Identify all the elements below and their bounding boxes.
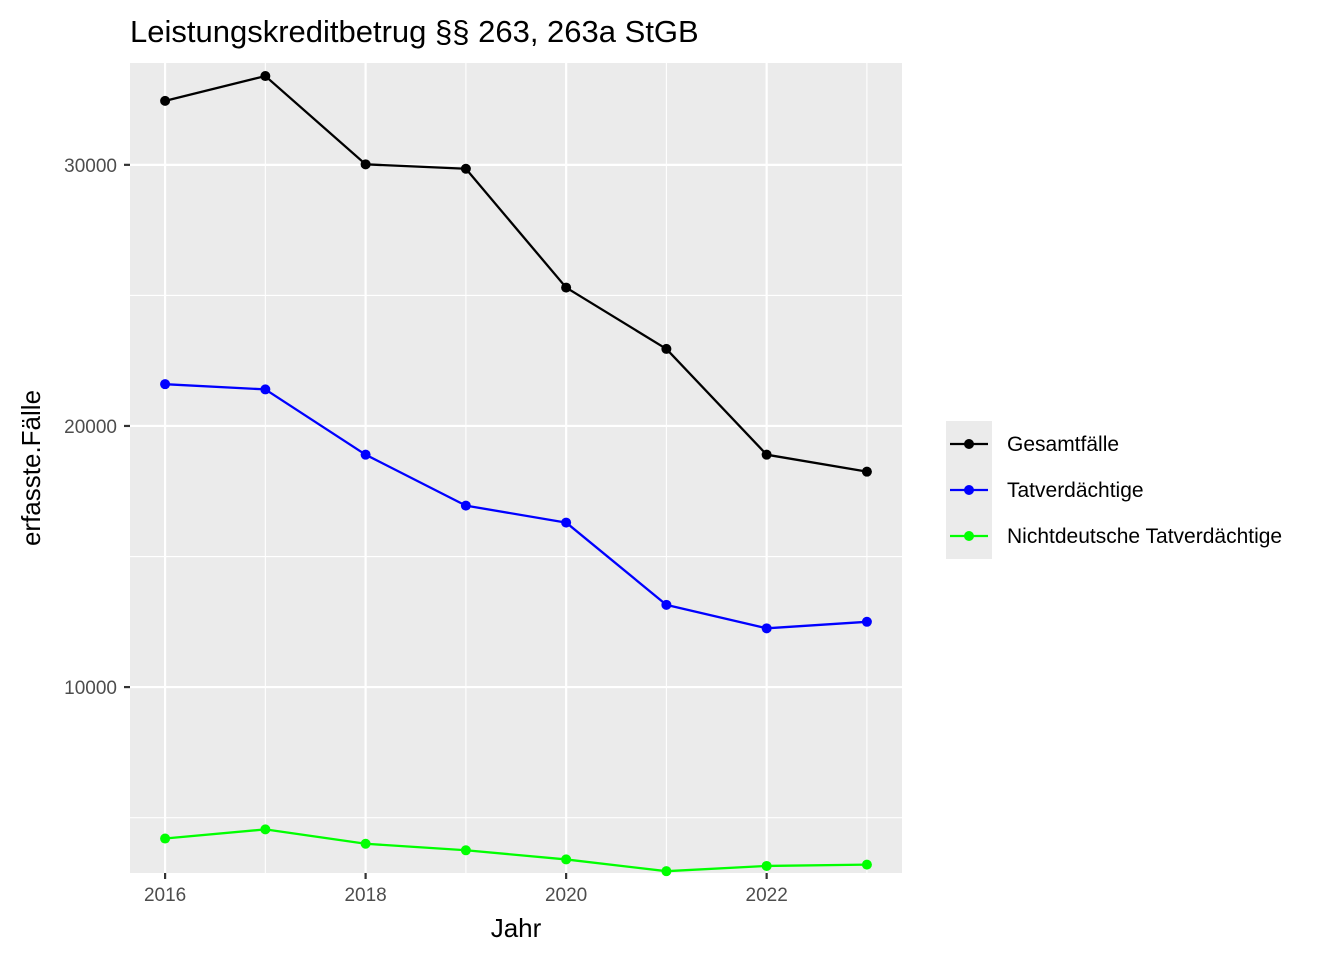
x-tick-label: 2022 <box>746 885 788 906</box>
legend: Gesamtfälle Tatverdächtige Nichtdeutsche T… <box>946 421 1282 559</box>
series-line <box>164 828 867 873</box>
data-point <box>260 71 271 82</box>
data-point <box>360 838 371 849</box>
x-axis: 2016 2018 2020 2022 <box>144 873 788 906</box>
series-line <box>165 383 867 630</box>
y-axis: 10000 20000 30000 <box>64 156 130 699</box>
y-tick-label: 20000 <box>64 417 117 438</box>
data-point <box>561 854 572 865</box>
data-point <box>260 384 271 395</box>
data-point <box>661 343 672 354</box>
grid-minor <box>130 63 902 873</box>
data-point <box>160 833 171 844</box>
x-tick-label: 2020 <box>545 885 587 906</box>
data-point <box>861 859 872 870</box>
series-layer <box>160 71 872 877</box>
y-tick-label: 10000 <box>64 678 117 699</box>
data-point <box>460 845 471 856</box>
data-point <box>761 860 772 871</box>
legend-item: Tatverdächtige <box>950 479 1144 502</box>
data-point <box>861 466 872 477</box>
series-2 <box>160 379 872 634</box>
legend-item: Gesamtfälle <box>950 433 1119 456</box>
grid-major <box>130 63 902 873</box>
series-1 <box>160 71 872 477</box>
data-point <box>360 449 371 460</box>
x-axis-title: Jahr <box>491 913 542 943</box>
data-point <box>661 866 672 877</box>
data-point <box>460 500 471 511</box>
data-point <box>761 623 772 634</box>
data-point <box>360 159 371 170</box>
plot-panel <box>130 63 902 873</box>
data-point <box>661 599 672 610</box>
data-point <box>160 379 171 390</box>
data-point <box>561 282 572 293</box>
data-point <box>260 824 271 835</box>
data-point <box>861 616 872 627</box>
data-point <box>561 517 572 528</box>
series-3 <box>160 824 872 877</box>
legend-item: Nichtdeutsche Tatverdächtige <box>950 525 1282 548</box>
data-point <box>460 163 471 174</box>
x-tick-label: 2016 <box>144 885 186 906</box>
legend-key-point <box>964 439 974 449</box>
x-tick-label: 2018 <box>344 885 386 906</box>
legend-key-point <box>964 531 974 541</box>
legend-label: Nichtdeutsche Tatverdächtige <box>1007 525 1282 548</box>
data-point <box>761 449 772 460</box>
legend-label: Gesamtfälle <box>1007 433 1119 456</box>
chart-title: Leistungskreditbetrug §§ 263, 263a StGB <box>130 14 699 49</box>
series-line <box>164 74 868 473</box>
y-tick-label: 30000 <box>64 156 117 177</box>
data-point <box>160 95 171 106</box>
y-axis-title: erfasste.Fälle <box>16 390 46 546</box>
legend-label: Tatverdächtige <box>1007 479 1144 502</box>
legend-key-point <box>964 485 974 495</box>
